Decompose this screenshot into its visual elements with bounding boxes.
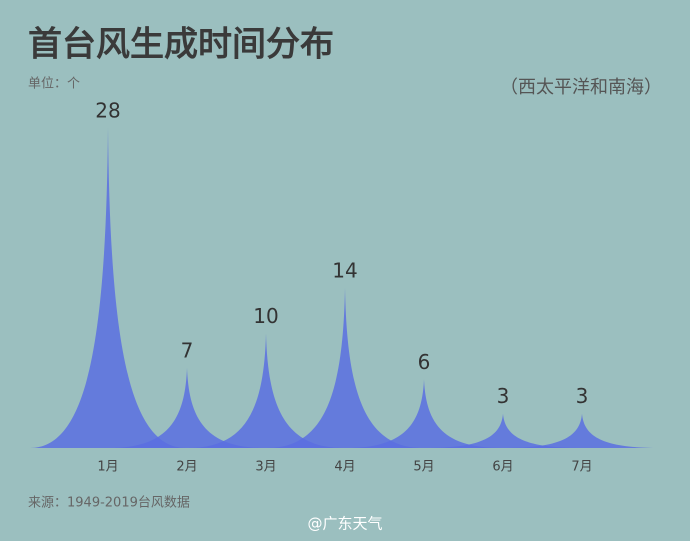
chart-title: 首台风生成时间分布 — [28, 25, 334, 65]
x-tick-label: 1月 — [97, 460, 118, 475]
data-label: 14 — [332, 259, 357, 283]
unit-label: 单位：个 — [28, 77, 80, 92]
x-tick-label: 5月 — [413, 460, 434, 475]
data-label: 10 — [253, 304, 278, 328]
data-label: 7 — [181, 339, 194, 363]
x-tick-label: 7月 — [571, 460, 592, 475]
peak — [188, 333, 344, 448]
plot-area: 28 1月 7 2月 10 3月 14 4月 6 5月 3 6月 3 7月 — [30, 99, 660, 475]
peak — [30, 128, 186, 448]
peak — [504, 413, 660, 448]
data-label: 3 — [576, 384, 589, 408]
peak — [425, 413, 581, 448]
subtitle: （西太平洋和南海） — [500, 77, 662, 98]
x-tick-label: 2月 — [176, 460, 197, 475]
data-label: 28 — [95, 99, 120, 123]
peak — [346, 379, 502, 448]
watermark: @广东天气 — [307, 515, 382, 533]
peak — [267, 288, 423, 448]
source: 来源：1949-2019台风数据 — [28, 496, 190, 511]
x-tick-label: 6月 — [492, 460, 513, 475]
peak — [109, 368, 265, 448]
x-tick-label: 4月 — [334, 460, 355, 475]
x-tick-label: 3月 — [255, 460, 276, 475]
data-label: 3 — [497, 384, 510, 408]
data-label: 6 — [418, 350, 431, 374]
